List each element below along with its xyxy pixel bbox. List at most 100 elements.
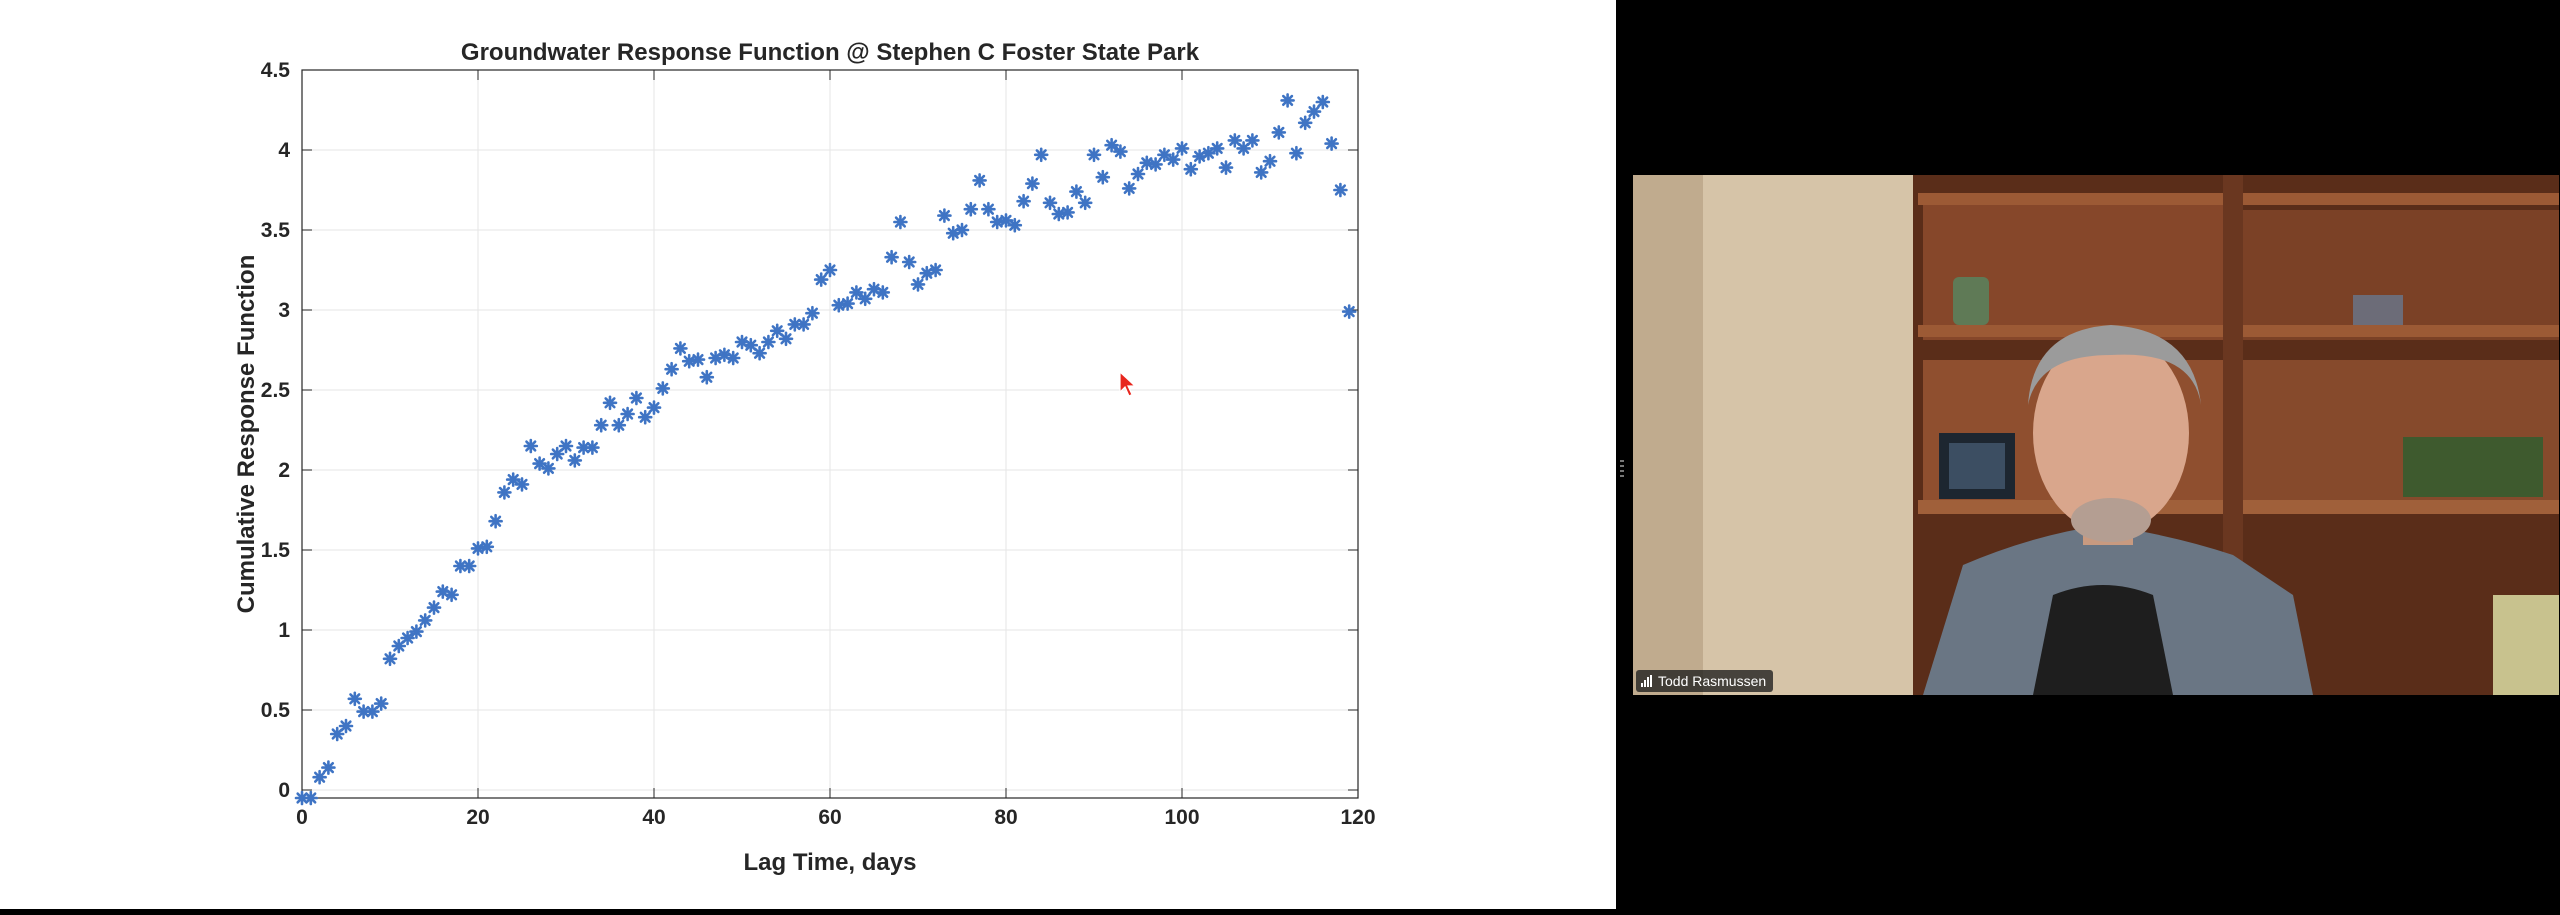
- data-point: [981, 201, 996, 217]
- data-point: [1183, 161, 1199, 177]
- data-point-stroke: [437, 585, 449, 598]
- data-point-stroke: [982, 203, 995, 215]
- data-point-stroke: [753, 347, 766, 359]
- x-tick-label: 20: [466, 806, 489, 829]
- data-point: [646, 400, 662, 415]
- data-point-stroke: [797, 318, 810, 331]
- data-point: [849, 285, 864, 300]
- data-point: [910, 277, 926, 292]
- panel-resize-handle[interactable]: [1620, 460, 1624, 484]
- y-tick-label: 0.5: [261, 699, 291, 722]
- data-point: [1113, 144, 1128, 159]
- data-point: [1209, 141, 1225, 156]
- data-point-stroke: [1202, 147, 1215, 159]
- y-tick-label: 4: [278, 139, 290, 162]
- data-point: [532, 456, 547, 471]
- data-point-stroke: [1132, 168, 1144, 180]
- data-point-stroke: [1290, 147, 1303, 159]
- data-point-stroke: [621, 408, 634, 420]
- data-point-stroke: [1097, 171, 1109, 183]
- data-point-stroke: [604, 397, 616, 409]
- data-point-stroke: [789, 318, 801, 331]
- data-point-stroke: [401, 632, 414, 644]
- data-point-stroke: [1141, 157, 1153, 169]
- data-point: [1007, 217, 1023, 233]
- data-point-stroke: [648, 401, 660, 414]
- data-point-stroke: [674, 342, 687, 355]
- data-point: [1033, 147, 1049, 163]
- data-point-stroke: [1149, 158, 1162, 171]
- data-point-stroke: [516, 478, 528, 491]
- data-point: [303, 790, 319, 806]
- data-point: [1148, 157, 1163, 172]
- data-point: [761, 334, 776, 350]
- data-point-stroke: [806, 307, 819, 319]
- x-tick-label: 0: [296, 806, 308, 829]
- data-point-stroke: [1176, 142, 1188, 155]
- participant-video-tile[interactable]: Todd Rasmussen: [1633, 175, 2559, 695]
- data-point: [1104, 137, 1119, 153]
- data-point-stroke: [956, 224, 968, 236]
- mouse-pointer-icon: [1119, 370, 1137, 397]
- data-point-stroke: [1343, 305, 1355, 318]
- data-point: [629, 390, 644, 406]
- data-point: [593, 417, 609, 433]
- data-point: [743, 337, 759, 353]
- data-point: [1069, 184, 1084, 199]
- data-point-stroke: [780, 333, 792, 345]
- data-point: [831, 297, 847, 313]
- data-point: [1157, 147, 1172, 163]
- data-point: [497, 485, 512, 500]
- data-point-stroke: [1061, 206, 1074, 219]
- data-point: [329, 726, 345, 742]
- data-point-stroke: [1017, 195, 1030, 207]
- x-tick-label: 40: [642, 806, 665, 829]
- data-point: [875, 285, 891, 300]
- data-point-stroke: [771, 325, 783, 337]
- data-point-stroke: [1167, 153, 1179, 166]
- data-point-stroke: [375, 697, 387, 710]
- data-point: [426, 600, 442, 615]
- data-point: [602, 395, 618, 411]
- data-point-stroke: [1237, 142, 1250, 155]
- data-point: [294, 790, 310, 806]
- data-point: [505, 472, 521, 487]
- x-axis-label: Lag Time, days: [744, 849, 917, 876]
- data-point: [840, 296, 855, 311]
- data-point: [312, 769, 327, 785]
- data-point-stroke: [841, 297, 854, 310]
- data-point: [681, 353, 697, 369]
- participant-name: Todd Rasmussen: [1658, 673, 1767, 689]
- data-point: [541, 461, 556, 476]
- signal-bars-icon: [1641, 675, 1653, 687]
- data-point-stroke: [313, 771, 326, 783]
- data-point: [373, 696, 389, 711]
- data-point-stroke: [868, 283, 880, 295]
- data-point: [937, 208, 952, 223]
- data-point: [664, 361, 679, 377]
- data-point: [989, 214, 1005, 230]
- x-tick-label: 80: [994, 806, 1017, 829]
- data-point: [391, 638, 407, 654]
- data-point-stroke: [463, 560, 475, 572]
- data-point: [752, 345, 767, 361]
- data-point-stroke: [1308, 105, 1320, 118]
- y-tick-label: 3: [278, 299, 290, 322]
- data-point: [576, 440, 591, 455]
- data-point-stroke: [525, 440, 537, 452]
- data-point: [347, 691, 363, 707]
- data-point: [884, 249, 899, 265]
- data-point: [1227, 133, 1243, 148]
- data-point: [1025, 176, 1040, 191]
- data-point: [1262, 153, 1278, 169]
- data-point: [417, 613, 433, 628]
- data-point-stroke: [973, 174, 986, 187]
- data-point-stroke: [507, 473, 519, 486]
- data-point-stroke: [912, 278, 924, 291]
- chart-title: Groundwater Response Function @ Stephen …: [461, 39, 1200, 66]
- data-point-stroke: [498, 486, 511, 499]
- data-point-stroke: [481, 541, 493, 553]
- data-point: [400, 630, 415, 646]
- data-point-stroke: [577, 441, 590, 454]
- data-point: [637, 409, 653, 425]
